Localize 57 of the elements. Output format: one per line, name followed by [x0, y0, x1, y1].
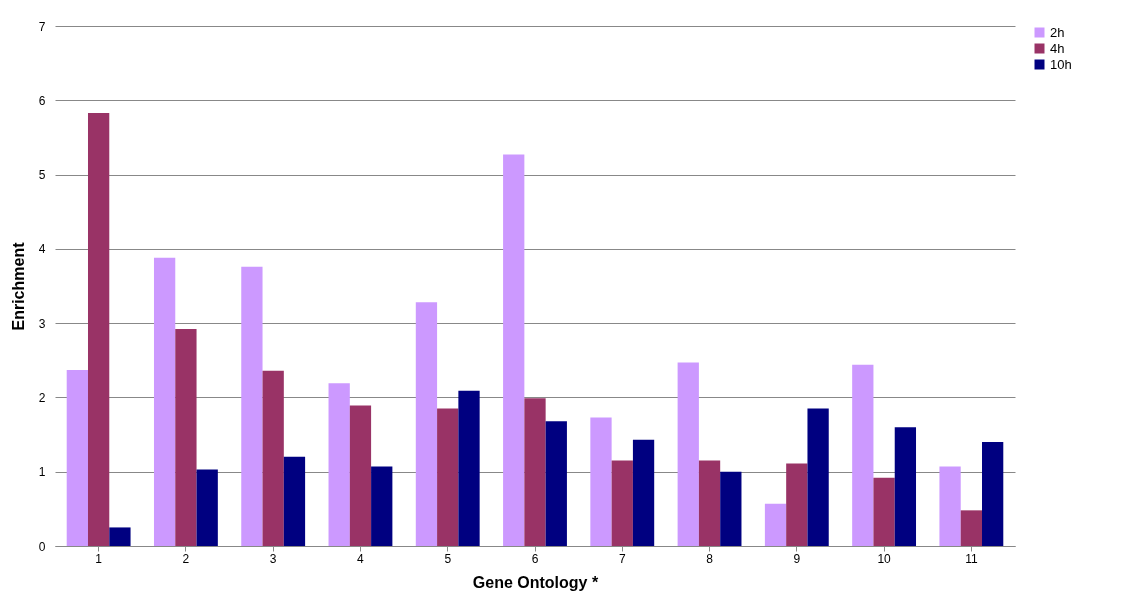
bar [698, 460, 721, 546]
bar [939, 466, 961, 546]
bar [66, 369, 88, 546]
bar [241, 266, 263, 546]
bar [982, 442, 1004, 546]
y-tick-label: 4 [38, 242, 46, 257]
bar [807, 408, 829, 546]
bar [262, 370, 284, 546]
bar [437, 408, 459, 546]
y-tick-label: 6 [38, 93, 46, 108]
bar [415, 302, 438, 546]
bar [524, 398, 546, 546]
y-tick-label: 3 [38, 316, 46, 331]
bar [545, 421, 567, 546]
y-tick-label: 2 [38, 390, 46, 405]
x-tick-label: 6 [531, 551, 539, 566]
bar [503, 154, 525, 546]
bar [720, 471, 742, 546]
x-tick-label: 10 [877, 551, 892, 566]
legend-label: 10h [1050, 56, 1072, 72]
x-tick-label: 4 [357, 551, 365, 566]
bar [196, 469, 218, 546]
y-tick-label: 0 [38, 539, 46, 554]
bar [590, 417, 612, 546]
bar [677, 362, 699, 546]
bar [960, 510, 983, 546]
bar [328, 383, 350, 546]
bar [371, 466, 393, 546]
y-tick-label: 7 [38, 19, 46, 34]
bar [283, 456, 306, 546]
legend-label: 2h [1050, 24, 1065, 40]
y-tick-label: 1 [38, 465, 46, 480]
x-tick-label: 5 [444, 551, 452, 566]
x-tick-label: 9 [793, 551, 801, 566]
x-axis-title: Gene Ontology * [472, 573, 599, 591]
bar [873, 477, 895, 546]
x-tick-label: 7 [618, 551, 626, 566]
x-tick-label: 1 [95, 551, 103, 566]
bar [87, 112, 110, 546]
bar [852, 364, 874, 546]
bar [764, 503, 787, 546]
bar [894, 427, 917, 546]
bar [175, 329, 197, 546]
y-tick-label: 5 [38, 168, 46, 183]
bar [109, 527, 131, 546]
x-tick-label: 8 [706, 551, 714, 566]
bar [153, 257, 176, 546]
legend-label: 4h [1050, 40, 1065, 56]
bar [611, 460, 633, 546]
x-tick-label: 11 [965, 551, 978, 566]
x-tick-label: 3 [269, 551, 277, 566]
bar [458, 390, 480, 546]
bar [349, 405, 372, 546]
bar [632, 439, 655, 546]
y-axis-title: Enrichment [9, 241, 27, 331]
x-tick-label: 2 [182, 551, 190, 566]
bar [786, 463, 808, 546]
